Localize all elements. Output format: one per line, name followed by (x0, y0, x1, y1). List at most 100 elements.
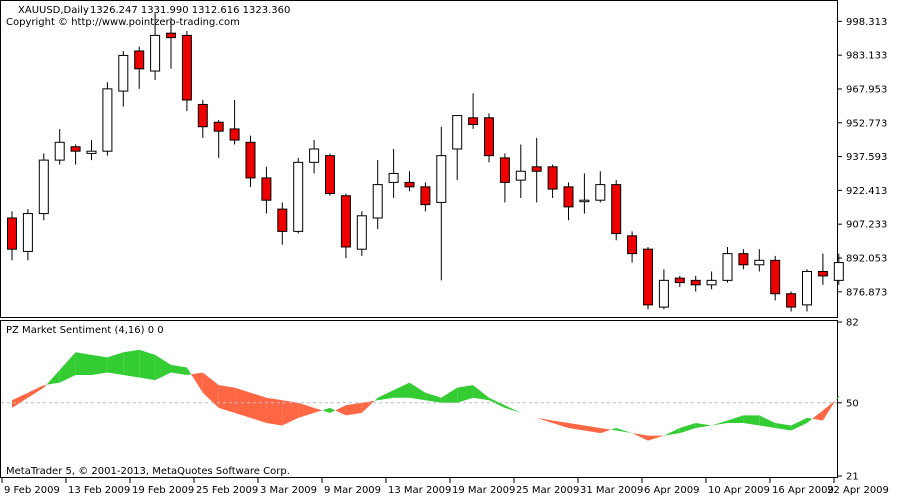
sentiment-band-down (552, 420, 569, 429)
time-tick-label: 19 Feb 2009 (132, 485, 194, 496)
candle-body-bear (563, 186, 574, 208)
sentiment-band-down (648, 435, 664, 441)
candle-body-bull (356, 215, 367, 250)
time-tick-label: 13 Feb 2009 (68, 485, 130, 496)
time-tick-label: 9 Mar 2009 (324, 485, 381, 496)
candle-body-bear (531, 166, 542, 172)
candle-body-bull (658, 279, 669, 308)
candle (86, 140, 97, 161)
time-axis: 9 Feb 2009 13 Feb 2009 19 Feb 2009 25 Feb 2… (1, 478, 889, 496)
time-tick-label: 19 Mar 2009 (452, 485, 515, 496)
candle-body-bull (436, 155, 447, 203)
sentiment-band-up (616, 428, 633, 434)
candle-body-bear (404, 181, 415, 188)
sentiment-band-down (250, 392, 267, 423)
candle (118, 50, 129, 107)
candle-body-bull (118, 54, 129, 92)
candle (372, 160, 383, 230)
candle (420, 182, 431, 212)
candle (515, 144, 526, 198)
candlestick-series (7, 13, 844, 312)
candle-body-bear (197, 103, 208, 128)
sentiment-band-up (504, 405, 521, 413)
sentiment-band-down (345, 402, 362, 416)
candle (595, 171, 606, 203)
candle (261, 166, 272, 214)
candle (229, 99, 240, 145)
price-tick-label: 937.593 (846, 152, 887, 163)
time-tick-label: 10 Apr 2009 (708, 485, 770, 496)
sentiment-band-up (489, 397, 505, 408)
candle-body-bull (38, 159, 49, 215)
candle (38, 153, 49, 221)
candle-body-bear (674, 277, 685, 284)
sentiment-band-up (759, 415, 776, 429)
candle (7, 211, 17, 261)
sentiment-band-down (43, 384, 47, 388)
candle-body-bear (277, 208, 288, 232)
candle (658, 269, 669, 310)
sentiment-band-down (12, 392, 28, 408)
price-tick-label: 922.413 (846, 186, 887, 197)
candle-body-bull (515, 170, 526, 181)
candle (340, 193, 351, 259)
sentiment-band-down (632, 433, 648, 441)
candle-body-bull (579, 199, 590, 203)
symbol-label: XAUUSD,Daily (18, 5, 89, 16)
candle-body-bear (261, 177, 272, 201)
candle (817, 253, 828, 285)
indicator-tick-label: 21 (846, 472, 859, 483)
sentiment-band-up (663, 428, 680, 436)
candle-body-bull (150, 34, 161, 72)
sentiment-band-up (775, 422, 792, 431)
candle (643, 246, 653, 310)
candle-body-bull (372, 184, 383, 219)
sentiment-band-up (743, 415, 760, 426)
price-tick-label: 952.773 (846, 118, 887, 129)
candle (197, 99, 208, 138)
sentiment-band-down (282, 400, 299, 426)
candle-body-bear (245, 141, 256, 179)
indicator-title: PZ Market Sentiment (4,16) 0 0 (6, 325, 164, 336)
sentiment-band-up (186, 367, 192, 376)
candle (706, 271, 717, 290)
candle (833, 253, 844, 285)
candle (245, 135, 256, 187)
candle (579, 173, 590, 214)
sentiment-band-down (202, 372, 219, 408)
sentiment-band-down (536, 417, 553, 423)
footer-copyright: MetaTrader 5, © 2001-2013, MetaQuotes So… (6, 466, 290, 477)
candle-body-bull (452, 115, 463, 150)
candle (150, 13, 161, 80)
sentiment-band-up (457, 385, 474, 403)
candle (404, 171, 415, 192)
sentiment-band-down (361, 400, 375, 413)
candle (754, 249, 765, 272)
sentiment-band-up (171, 364, 187, 376)
candle (674, 275, 685, 288)
sentiment-band-up (322, 407, 330, 413)
candle-body-bull (22, 213, 33, 252)
candle-body-bull (722, 253, 733, 281)
candle-body-bear (738, 253, 749, 266)
sentiment-band-up (679, 422, 696, 434)
price-tick-label: 967.953 (846, 84, 887, 95)
time-tick-label: 9 Feb 2009 (4, 485, 60, 496)
candle (770, 255, 781, 301)
sentiment-band-up (46, 369, 60, 385)
sentiment-band-up (393, 382, 410, 398)
candle-body-bear (547, 166, 558, 190)
price-tick-label: 876.873 (846, 287, 887, 298)
sentiment-band-down (812, 410, 823, 421)
candle (547, 164, 558, 198)
sentiment-band-down (600, 428, 611, 434)
candle-body-bull (706, 279, 717, 286)
sentiment-band-down (298, 402, 315, 418)
candle (213, 120, 224, 158)
sentiment-band-down (822, 400, 836, 421)
sentiment-series (1, 349, 839, 441)
candle-body-bear (786, 293, 797, 308)
candle (484, 113, 494, 163)
sentiment-band-up (727, 415, 744, 423)
